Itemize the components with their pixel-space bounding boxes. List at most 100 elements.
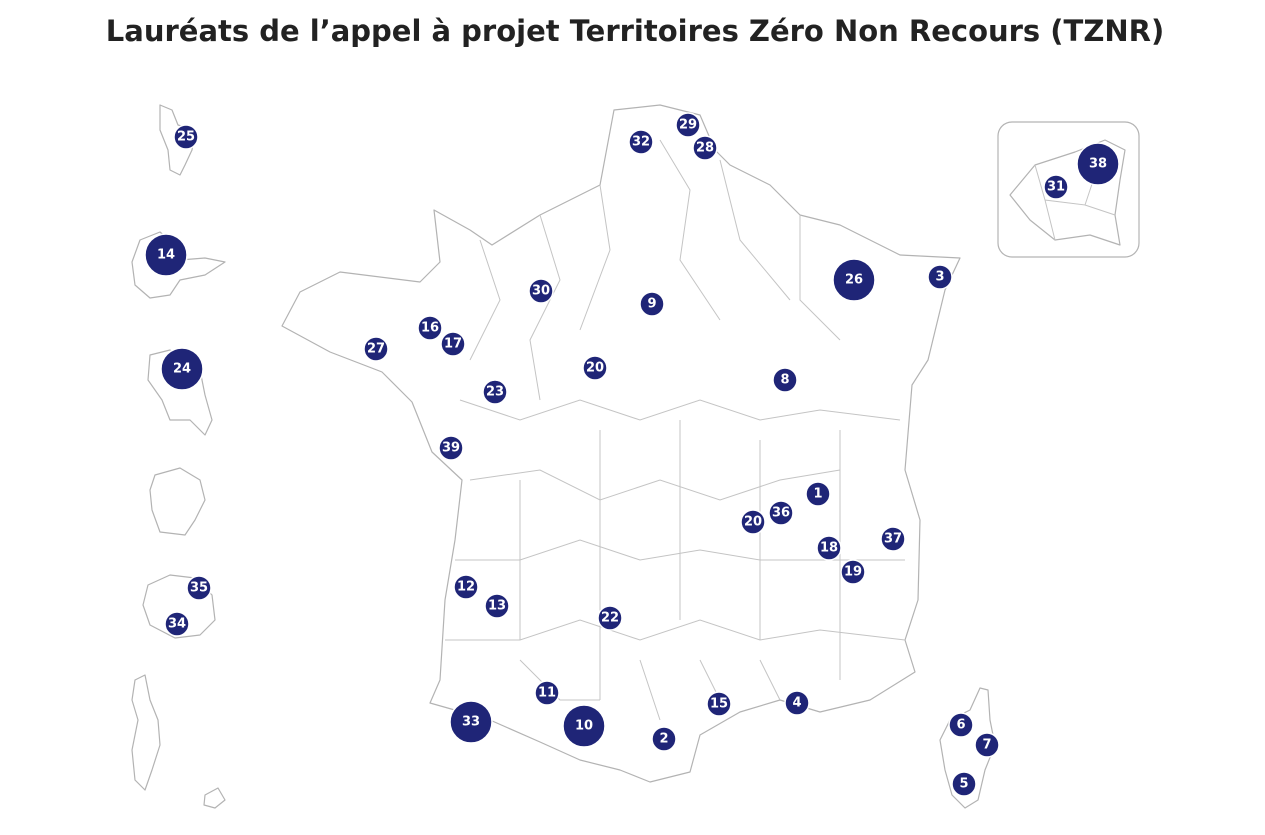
marker-label: 39	[442, 441, 460, 456]
marker: 7	[974, 732, 1000, 758]
marker-dot	[1076, 142, 1120, 186]
marker-dot	[1043, 174, 1069, 200]
marker: 17	[440, 331, 466, 357]
marker-dot	[880, 526, 906, 552]
marker: 8	[772, 367, 798, 393]
marker-label: 10	[575, 719, 593, 734]
marker-dot	[706, 691, 732, 717]
marker-dot	[597, 605, 623, 631]
marker-label: 29	[679, 118, 697, 133]
marker-label: 27	[367, 342, 385, 357]
marker-label: 8	[780, 373, 789, 388]
marker-dot	[675, 112, 701, 138]
marker-dot	[534, 680, 560, 706]
marker-label: 1	[813, 487, 822, 502]
map-title: Lauréats de l’appel à projet Territoires…	[106, 14, 1164, 48]
marker-label: 6	[956, 718, 965, 733]
marker-dot	[173, 124, 199, 150]
marker: 20	[740, 509, 766, 535]
marker: 22	[597, 605, 623, 631]
marker-dot	[440, 331, 466, 357]
marker-label: 3	[935, 270, 944, 285]
marker-label: 37	[884, 532, 902, 547]
marker-dot	[740, 509, 766, 535]
marker: 14	[144, 233, 188, 277]
marker: 39	[438, 435, 464, 461]
paris-inset-lines	[1034, 164, 1116, 241]
marker: 13	[484, 593, 510, 619]
marker-dot	[772, 367, 798, 393]
marker-dot	[692, 135, 718, 161]
marker-dot	[951, 771, 977, 797]
marker-label: 23	[486, 385, 504, 400]
marker: 37	[880, 526, 906, 552]
marker: 31	[1043, 174, 1069, 200]
marker: 16	[417, 315, 443, 341]
marker-dot	[840, 559, 866, 585]
marker-label: 20	[744, 515, 762, 530]
marker: 3	[927, 264, 953, 290]
marker: 27	[363, 336, 389, 362]
marker-label: 16	[421, 321, 439, 336]
marker-dot	[417, 315, 443, 341]
department-lines	[445, 139, 906, 721]
territories	[131, 104, 1140, 809]
marker: 6	[948, 712, 974, 738]
marker: 32	[628, 129, 654, 155]
marker-label: 13	[488, 599, 506, 614]
marker-label: 36	[772, 506, 790, 521]
marker-label: 38	[1089, 157, 1107, 172]
marker: 35	[186, 575, 212, 601]
marker: 26	[832, 258, 876, 302]
saint-pierre	[131, 674, 226, 809]
marker-label: 18	[820, 541, 838, 556]
guyane	[149, 467, 206, 536]
marker-label: 9	[647, 297, 656, 312]
marker-dot	[948, 712, 974, 738]
marker-label: 5	[959, 777, 968, 792]
marker-label: 22	[601, 611, 619, 626]
marker-dot	[363, 336, 389, 362]
marker-label: 19	[844, 565, 862, 580]
marker-label: 31	[1047, 180, 1065, 195]
marker: 38	[1076, 142, 1120, 186]
marker-dot	[651, 726, 677, 752]
marker: 33	[449, 700, 493, 744]
marker-label: 34	[168, 617, 186, 632]
marker-label: 2	[659, 732, 668, 747]
marker: 20	[582, 355, 608, 381]
marker-dot	[582, 355, 608, 381]
marker-label: 35	[190, 581, 208, 596]
marker: 30	[528, 278, 554, 304]
marker-dot	[927, 264, 953, 290]
marker-label: 28	[696, 141, 714, 156]
marker: 25	[173, 124, 199, 150]
marker: 4	[784, 690, 810, 716]
marker: 24	[160, 347, 204, 391]
marker: 5	[951, 771, 977, 797]
marker: 23	[482, 379, 508, 405]
marker-dot	[438, 435, 464, 461]
marker-label: 15	[710, 697, 728, 712]
marker-label: 33	[462, 715, 480, 730]
marker: 15	[706, 691, 732, 717]
marker: 12	[453, 574, 479, 600]
marker: 29	[675, 112, 701, 138]
marker-label: 32	[632, 135, 650, 150]
marker: 36	[768, 500, 794, 526]
marker-label: 20	[586, 361, 604, 376]
marker: 10	[562, 704, 606, 748]
marker-dot	[639, 291, 665, 317]
marker-label: 25	[177, 130, 195, 145]
marker-dot	[186, 575, 212, 601]
marker-dot	[484, 593, 510, 619]
marker: 34	[164, 611, 190, 637]
marker: 18	[816, 535, 842, 561]
marker-dot	[453, 574, 479, 600]
marker-label: 14	[157, 248, 175, 263]
marker: 9	[639, 291, 665, 317]
marker-dot	[832, 258, 876, 302]
marker-label: 30	[532, 284, 550, 299]
